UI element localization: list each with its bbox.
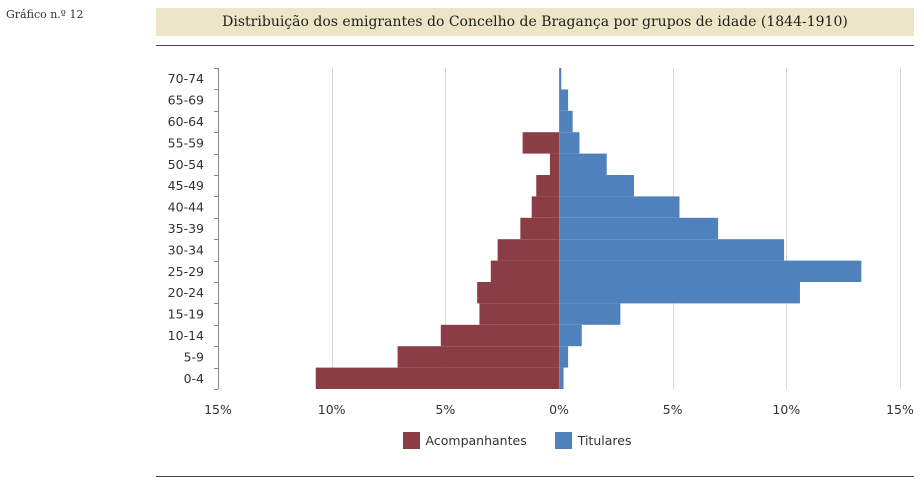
bar-acompanhantes-25-29 [490,260,559,282]
chart-title-band: Distribuição dos emigrantes do Concelho … [156,8,914,36]
legend-swatch-acompanhantes [402,432,420,449]
bar-titulares-55-59 [559,132,580,154]
legend-item-titulares: Titulares [554,432,632,449]
x-tick-label: 15% [886,402,914,417]
top-rule [156,45,914,46]
bar-titulares-40-44 [559,196,680,218]
x-tick-label: 5% [663,402,683,417]
bar-titulares-65-69 [559,89,569,111]
x-tick-label: 10% [318,402,346,417]
bottom-rule [156,476,914,477]
bar-titulares-60-64 [559,110,573,133]
y-tick-label: 25-29 [168,264,204,279]
legend-label-titulares: Titulares [577,433,632,448]
bar-acompanhantes-50-54 [549,153,559,175]
bar-titulares-30-34 [559,239,785,261]
bar-acompanhantes-15-19 [479,303,559,325]
y-tick-label: 40-44 [168,200,204,215]
legend-item-acompanhantes: Acompanhantes [402,432,527,449]
chart-title: Distribuição dos emigrantes do Concelho … [222,14,848,30]
y-tick-label: 50-54 [168,157,204,172]
bar-acompanhantes-45-49 [536,175,559,197]
bar-titulares-35-39 [559,217,719,240]
bar-titulares-20-24 [559,282,800,304]
y-tick-label: 65-69 [168,93,204,108]
bar-acompanhantes-55-59 [522,132,559,154]
y-tick-label: 5-9 [184,349,204,364]
axis-layer: 15% 10% 5% 0% 5% 10% 15% 0-4 5-9 10-14 15-19 20-24 2… [168,68,914,417]
y-tick-label: 15-19 [168,307,204,322]
legend: Acompanhantes Titulares [0,432,924,449]
figure-label: Gráfico n.º 12 [6,8,84,21]
x-tick-label: 10% [772,402,800,417]
y-tick-label: 55-59 [168,135,204,150]
y-tick-label: 60-64 [168,114,204,129]
bar-titulares-50-54 [559,153,607,175]
y-tick-label: 20-24 [168,285,204,300]
bar-acompanhantes-35-39 [520,217,559,240]
bar-titulares-10-14 [559,324,582,347]
bar-titulares-0-4 [559,367,564,389]
bars-layer [315,68,862,389]
y-tick-label: 35-39 [168,221,204,236]
bar-titulares-25-29 [559,260,862,282]
bar-acompanhantes-5-9 [397,346,559,368]
bar-acompanhantes-20-24 [477,282,559,304]
y-tick-label: 10-14 [168,328,204,343]
bar-acompanhantes-10-14 [440,324,559,347]
bar-titulares-70-74 [559,68,562,90]
y-tick-label: 45-49 [168,178,204,193]
legend-label-acompanhantes: Acompanhantes [425,433,527,448]
y-tick-label: 70-74 [168,71,204,86]
bar-acompanhantes-30-34 [497,239,559,261]
bar-titulares-15-19 [559,303,621,325]
legend-swatch-titulares [554,432,572,449]
bar-titulares-45-49 [559,175,635,197]
y-tick-label: 30-34 [168,242,204,257]
x-tick-label: 5% [435,402,455,417]
x-tick-label: 0% [549,402,569,417]
bar-titulares-5-9 [559,346,569,368]
x-tick-label: 15% [204,402,232,417]
bar-acompanhantes-40-44 [531,196,559,218]
bar-acompanhantes-0-4 [315,367,559,389]
y-tick-label: 0-4 [184,371,204,386]
